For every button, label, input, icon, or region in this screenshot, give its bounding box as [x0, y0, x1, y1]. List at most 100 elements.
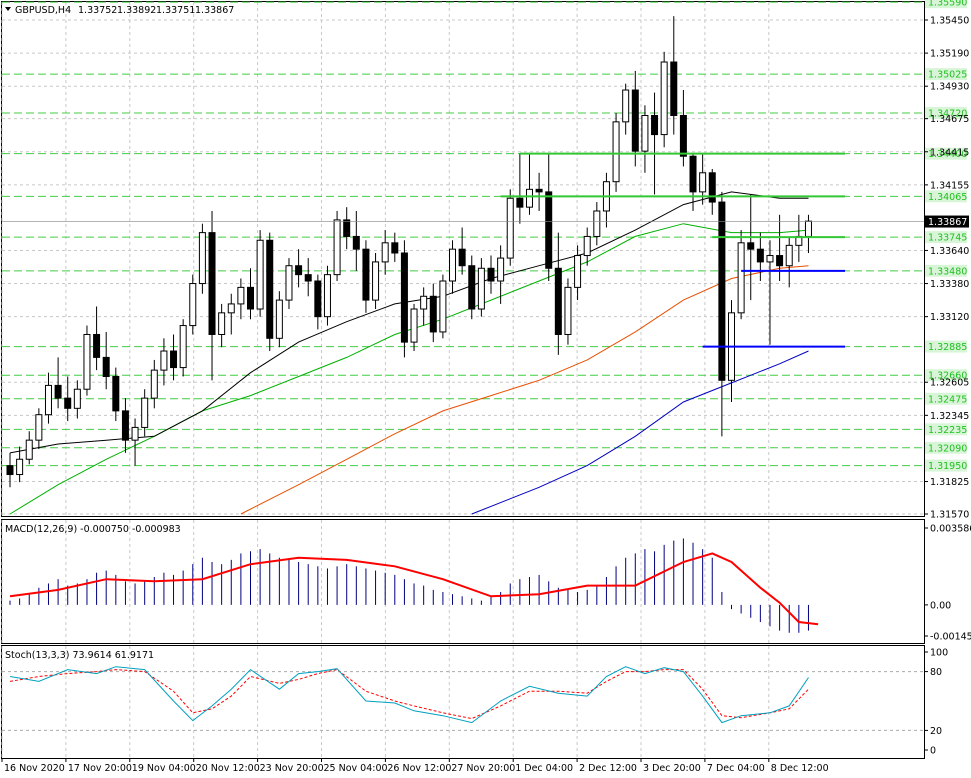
- bear-candle: [352, 235, 360, 250]
- time-label: 1 Dec 04:00: [515, 763, 573, 774]
- bull-candle: [583, 235, 591, 257]
- bear-candle: [651, 114, 659, 136]
- bear-candle: [247, 286, 254, 310]
- level-label: 1.33480: [928, 266, 967, 277]
- level-label-box: [925, 423, 967, 436]
- level-label: 1.32885: [928, 342, 967, 353]
- stochastic-indicator: 100 80 20 0: [2, 648, 948, 757]
- bull-candle: [227, 303, 235, 314]
- ohlc-high: 1.33892: [117, 5, 156, 16]
- level-label-box: [925, 190, 967, 203]
- bear-candle: [535, 188, 543, 193]
- bear-candle: [64, 397, 72, 409]
- stoch-panel[interactable]: [1, 645, 925, 759]
- bear-candle: [54, 384, 62, 399]
- bull-candle: [218, 312, 226, 335]
- bull-candle: [593, 210, 601, 237]
- stoch-tick-label: 100: [930, 648, 948, 659]
- macd-signal-line: [9, 552, 819, 626]
- bear-candle: [756, 248, 764, 263]
- bear-candle: [487, 267, 495, 282]
- price-tick-label: 1.31570: [930, 510, 969, 521]
- level-label: 1.34720: [928, 108, 967, 119]
- bull-candle: [189, 283, 197, 327]
- bull-candle: [525, 188, 533, 208]
- bull-candle: [612, 121, 620, 183]
- bull-candle: [323, 274, 331, 318]
- support-resistance-lines[interactable]: [500, 152, 845, 348]
- bear-candle: [314, 280, 322, 318]
- bear-candle: [400, 252, 408, 343]
- ma-xlong-line: [471, 350, 809, 515]
- current-price-tag: [925, 215, 969, 228]
- stoch-signal-line: [9, 669, 809, 720]
- level-label: 1.34400: [928, 149, 967, 160]
- bear-candle: [545, 191, 553, 269]
- price-tick-label: 1.34675: [930, 114, 969, 125]
- time-label: 8 Dec 12:00: [771, 763, 829, 774]
- bull-candle: [574, 255, 582, 288]
- time-label: 27 Nov 20:00: [451, 763, 515, 774]
- bull-candle: [333, 219, 341, 276]
- bull-candle: [83, 333, 91, 390]
- bull-candle: [285, 265, 293, 301]
- time-label: 2 Dec 12:00: [579, 763, 637, 774]
- time-label: 3 Dec 20:00: [643, 763, 701, 774]
- level-label: 1.32475: [928, 394, 967, 405]
- bear-candle: [516, 197, 524, 208]
- level-label-box: [925, 231, 967, 244]
- bull-candle: [237, 286, 245, 305]
- bull-candle: [160, 350, 168, 371]
- level-label-box: [925, 147, 967, 160]
- time-label: 25 Nov 04:00: [324, 763, 388, 774]
- level-label-box: [925, 441, 967, 454]
- macd-label: MACD(12,26,9) -0.000750 -0.000983: [5, 524, 181, 535]
- bull-candle: [477, 267, 485, 310]
- bull-candle: [506, 197, 514, 259]
- stoch-main-line: [9, 666, 809, 724]
- level-label: 1.34065: [928, 192, 967, 203]
- bull-candle: [25, 439, 33, 460]
- bull-candle: [564, 286, 572, 335]
- level-label: 1.32235: [928, 425, 967, 436]
- bear-candle: [102, 356, 110, 377]
- level-label: 1.32090: [928, 443, 967, 454]
- stoch-tick-label: 80: [930, 667, 942, 678]
- level-label: 1.32660: [928, 371, 967, 382]
- triangle-down-icon[interactable]: [5, 7, 11, 11]
- ohlc-low: 1.33751: [156, 5, 195, 16]
- time-label: 16 Nov 2020: [4, 763, 65, 774]
- bear-candle: [718, 201, 726, 381]
- bull-candle: [179, 325, 187, 369]
- bear-candle: [554, 267, 562, 335]
- macd-tick-label: 0.003586: [930, 524, 971, 535]
- bull-candle: [372, 261, 380, 301]
- price-tick-label: 1.34155: [930, 180, 969, 191]
- bull-candle: [766, 255, 774, 263]
- bear-candle: [112, 375, 120, 412]
- time-label: 23 Nov 20:00: [260, 763, 324, 774]
- bear-candle: [208, 232, 216, 335]
- bull-candle: [439, 280, 447, 333]
- price-tick-label: 1.33380: [930, 279, 969, 290]
- bear-candle: [670, 61, 678, 116]
- stoch-tick-label: 0: [930, 746, 936, 757]
- current-price-label: 1.33867: [928, 217, 967, 228]
- level-label-box: [925, 459, 967, 472]
- level-label: 1.31950: [928, 461, 967, 472]
- bear-candle: [776, 255, 784, 267]
- symbol-label: GBPUSD,H4: [15, 5, 71, 16]
- bull-candle: [804, 220, 812, 237]
- time-label: 19 Nov 04:00: [132, 763, 196, 774]
- level-label: 1.33745: [928, 233, 967, 244]
- level-label-box: [925, 340, 967, 353]
- bear-candle: [689, 155, 697, 193]
- price-tick-label: 1.35450: [930, 16, 969, 27]
- level-label: 1.35590: [928, 0, 967, 9]
- time-label: 7 Dec 04:00: [707, 763, 765, 774]
- bear-candle: [391, 242, 399, 254]
- ma-short-line: [9, 191, 809, 454]
- stoch-label: Stoch(13,3,3) 73.9614 61.9171: [5, 650, 154, 661]
